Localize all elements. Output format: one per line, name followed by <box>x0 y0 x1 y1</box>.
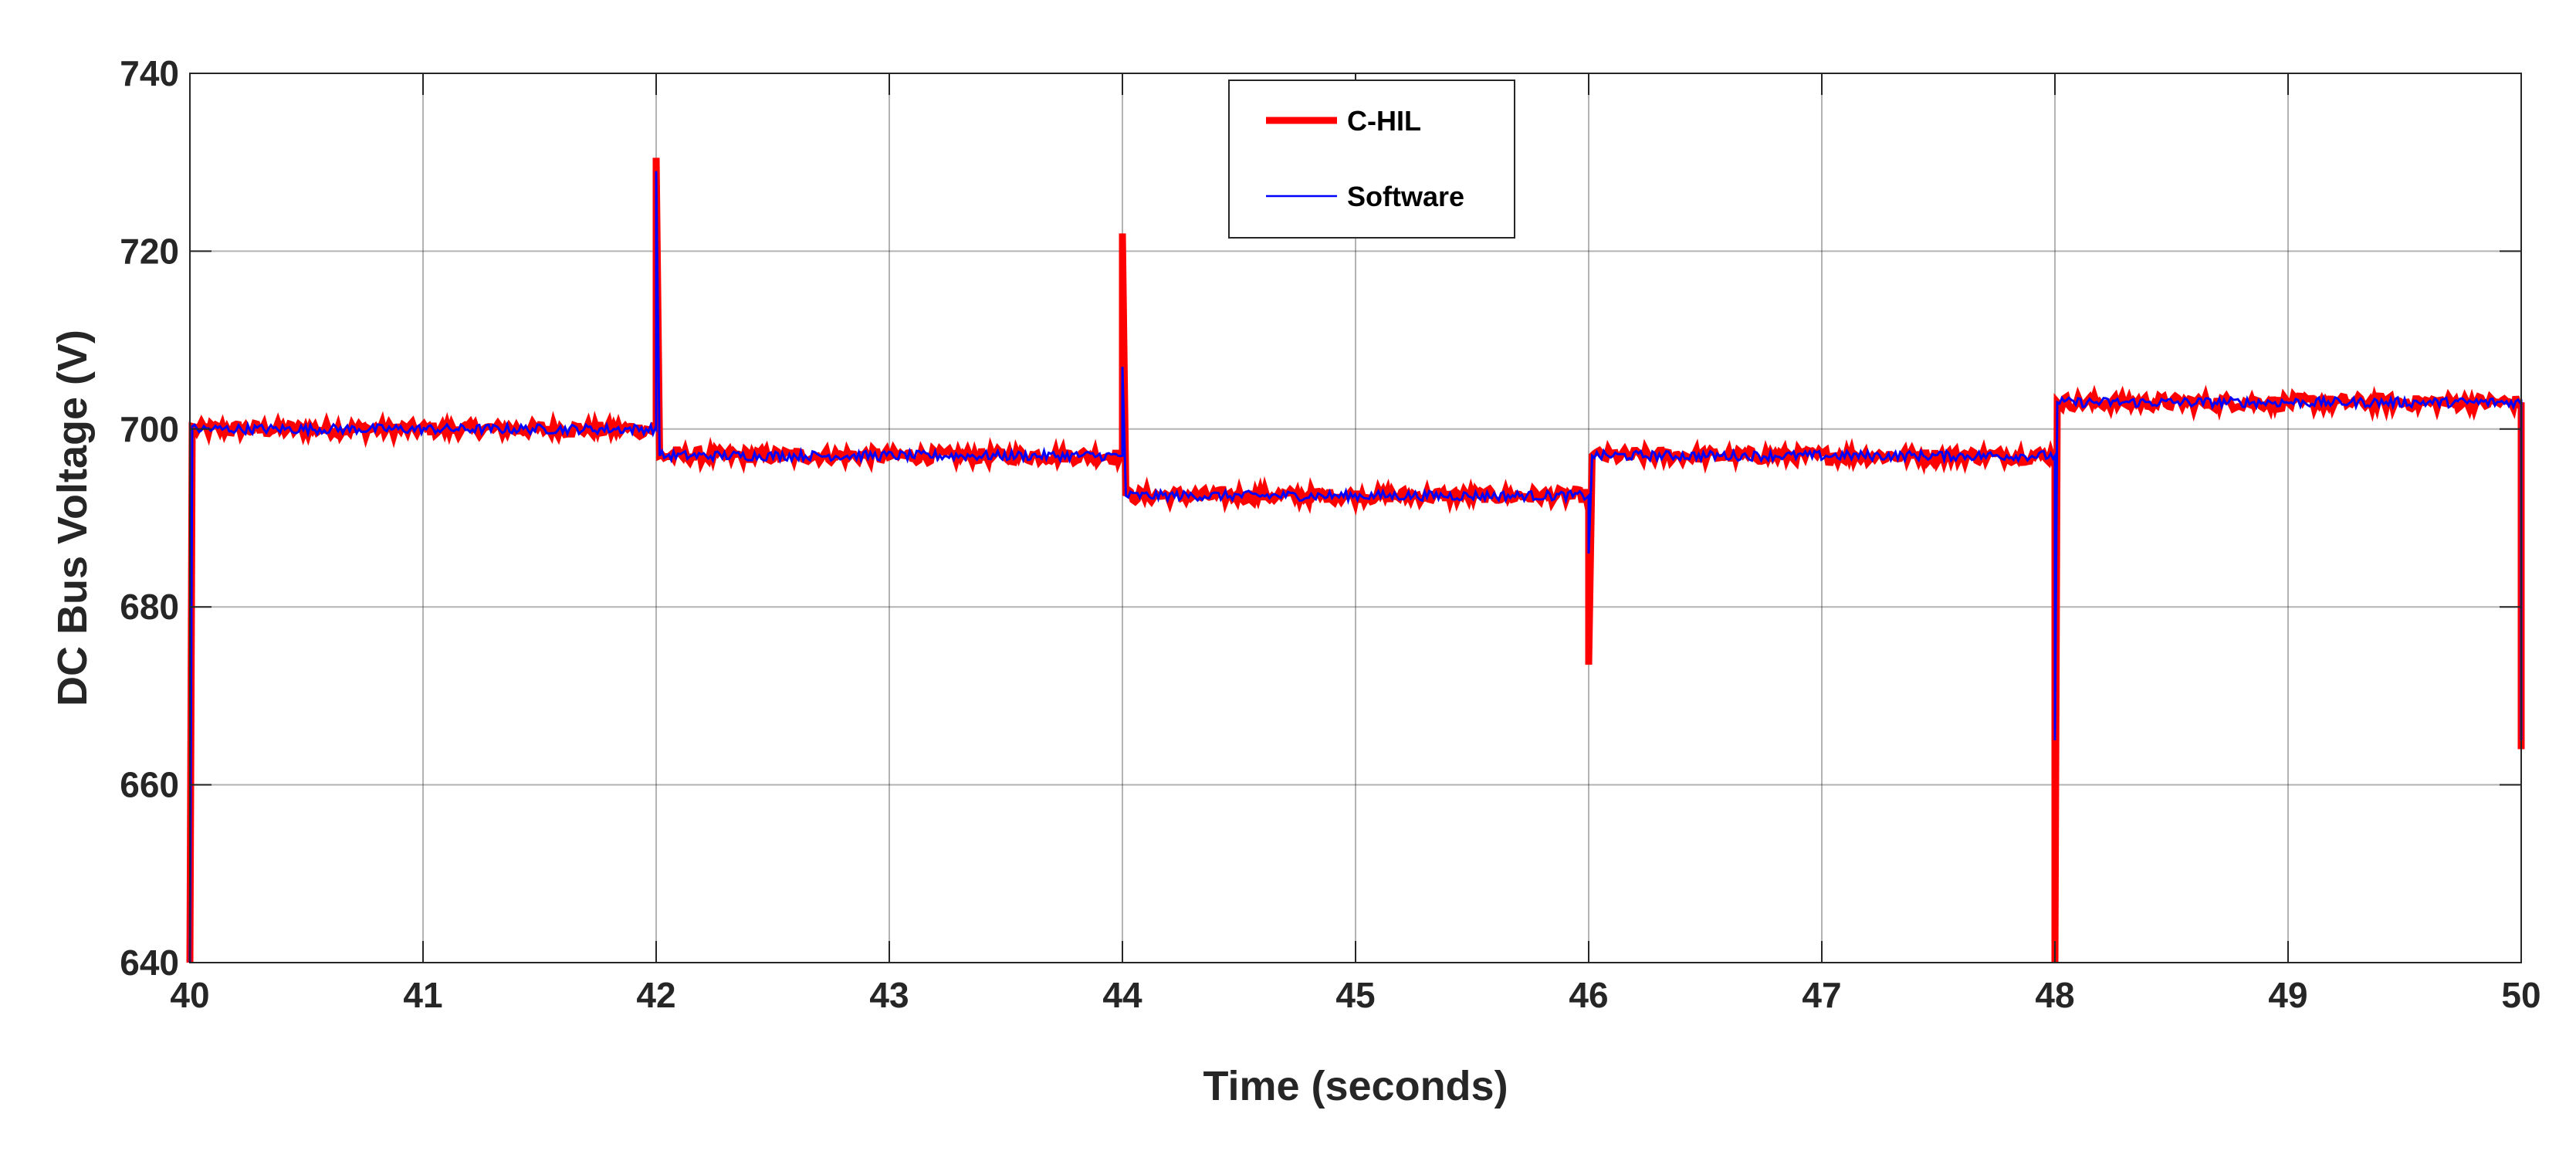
legend-label-software: Software <box>1347 181 1464 212</box>
y-tick-label: 740 <box>120 53 179 93</box>
x-axis-ticks: 40 41 42 43 44 45 46 47 48 49 50 <box>170 73 2541 1015</box>
legend: C-HIL Software <box>1228 80 1515 239</box>
x-tick-label: 49 <box>2268 975 2307 1015</box>
x-tick-label: 50 <box>2501 975 2540 1015</box>
y-tick-label: 700 <box>120 409 179 449</box>
y-axis-label: DC Bus Voltage (V) <box>49 330 96 706</box>
y-tick-label: 660 <box>120 765 179 805</box>
x-tick-label: 46 <box>1569 975 1608 1015</box>
x-tick-label: 42 <box>636 975 675 1015</box>
y-axis-ticks: 640 660 680 700 720 740 <box>120 53 2521 983</box>
legend-label-c-hil: C-HIL <box>1347 105 1421 137</box>
legend-box <box>1228 80 1515 239</box>
y-tick-label: 640 <box>120 943 179 983</box>
y-tick-label: 680 <box>120 587 179 627</box>
x-tick-label: 40 <box>170 975 209 1015</box>
x-tick-label: 45 <box>1335 975 1375 1015</box>
x-tick-label: 44 <box>1102 975 1142 1015</box>
x-tick-label: 43 <box>869 975 909 1015</box>
x-tick-label: 41 <box>403 975 442 1015</box>
x-axis-label: Time (seconds) <box>1203 1063 1508 1109</box>
x-tick-label: 48 <box>2035 975 2074 1015</box>
series-layer <box>186 157 2525 963</box>
series-line-software <box>188 171 2523 963</box>
y-tick-label: 720 <box>120 231 179 271</box>
x-tick-label: 47 <box>1802 975 1841 1015</box>
